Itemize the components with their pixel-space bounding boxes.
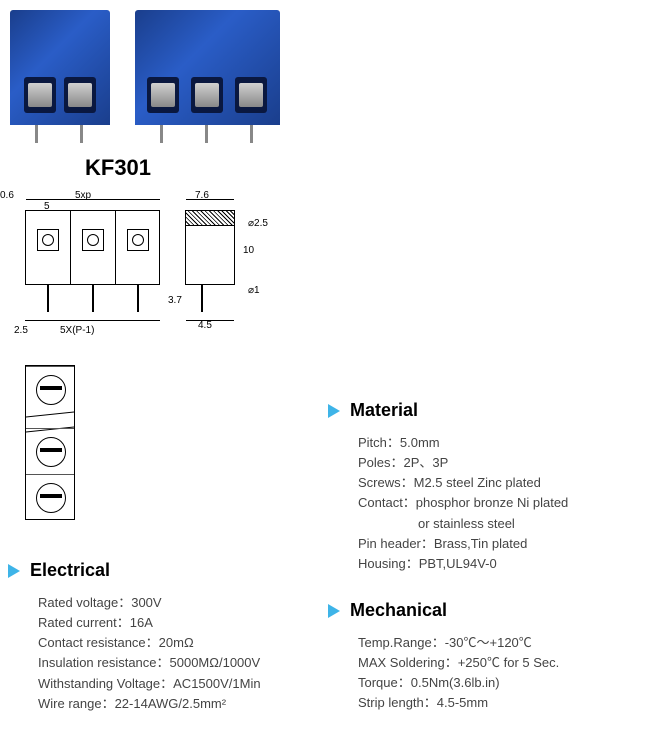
spec-line: Strip length：4.5-5mm xyxy=(328,693,648,713)
spec-line: Torque：0.5Nm(3.6lb.in) xyxy=(328,673,648,693)
dim-label: ⌀2.5 xyxy=(248,218,268,229)
screw-hole-icon xyxy=(127,229,149,251)
section-header: Material xyxy=(328,400,648,421)
dim-line xyxy=(25,320,160,321)
screw-hole-icon xyxy=(82,229,104,251)
dim-line xyxy=(186,199,234,200)
screw-hole-icon xyxy=(37,229,59,251)
terminal-slot xyxy=(147,77,179,113)
pin-icon xyxy=(92,284,94,312)
spec-line: Pitch：5.0mm xyxy=(328,433,648,453)
side-view-drawing xyxy=(185,210,235,285)
spec-line: MAX Soldering：+250℃ for 5 Sec. xyxy=(328,653,648,673)
dim-label: 0.6 xyxy=(0,190,14,201)
spec-line: or stainless steel xyxy=(328,514,648,534)
dim-label: 2.5 xyxy=(14,325,28,336)
dim-label: 4.5 xyxy=(198,320,212,331)
technical-drawing: 0.6 5xp 5 7.6 ⌀2.5 10 ⌀1 3.7 4.5 2.5 5X(… xyxy=(0,190,280,530)
triangle-bullet-icon xyxy=(328,404,340,418)
top-view-drawing xyxy=(25,365,75,520)
spec-line: Withstanding Voltage：AC1500V/1Min xyxy=(8,674,328,694)
terminal-slot xyxy=(235,77,267,113)
terminal-slot xyxy=(24,77,56,113)
section-title: Material xyxy=(350,400,418,421)
part-number: KF301 xyxy=(85,155,151,181)
terminal-slot xyxy=(191,77,223,113)
material-section: Material Pitch：5.0mm Poles：2P、3P Screws：… xyxy=(328,400,648,574)
section-header: Mechanical xyxy=(328,600,648,621)
mechanical-section: Mechanical Temp.Range：-30℃～+120℃ MAX Sol… xyxy=(328,600,648,714)
electrical-section: Electrical Rated voltage：300V Rated curr… xyxy=(8,560,328,714)
spec-line: Contact：phosphor bronze Ni plated xyxy=(328,493,648,513)
triangle-bullet-icon xyxy=(328,604,340,618)
draw-line xyxy=(115,211,116,284)
spec-line: Wire range：22-14AWG/2.5mm² xyxy=(8,694,328,714)
section-title: Mechanical xyxy=(350,600,447,621)
terminal-slot xyxy=(64,77,96,113)
draw-line xyxy=(70,211,71,284)
spec-line: Rated current：16A xyxy=(8,613,328,633)
product-photo-area xyxy=(0,0,320,150)
spec-line: Temp.Range：-30℃～+120℃ xyxy=(328,633,648,653)
spec-line: Housing：PBT,UL94V-0 xyxy=(328,554,648,574)
terminal-block-2p-illustration xyxy=(10,10,110,125)
dim-line xyxy=(186,320,234,321)
section-header: Electrical xyxy=(8,560,328,581)
spec-line: Contact resistance：20mΩ xyxy=(8,633,328,653)
dim-label: 10 xyxy=(243,245,254,256)
terminal-block-3p-illustration xyxy=(135,10,280,125)
dim-label: ⌀1 xyxy=(248,285,260,296)
spec-line: Screws：M2.5 steel Zinc plated xyxy=(328,473,648,493)
triangle-bullet-icon xyxy=(8,564,20,578)
spec-line: Insulation resistance：5000MΩ/1000V xyxy=(8,653,328,673)
dim-label: 3.7 xyxy=(168,295,182,306)
spec-line: Poles：2P、3P xyxy=(328,453,648,473)
section-title: Electrical xyxy=(30,560,110,581)
spec-line: Pin header：Brass,Tin plated xyxy=(328,534,648,554)
pin-icon xyxy=(47,284,49,312)
top-view-row xyxy=(26,366,74,411)
dim-label: 5X(P-1) xyxy=(60,325,94,336)
front-view-drawing xyxy=(25,210,160,285)
spec-line: Rated voltage：300V xyxy=(8,593,328,613)
pin-icon xyxy=(137,284,139,312)
dim-line xyxy=(26,199,160,200)
top-view-row xyxy=(26,474,74,519)
top-view-row xyxy=(26,428,74,473)
